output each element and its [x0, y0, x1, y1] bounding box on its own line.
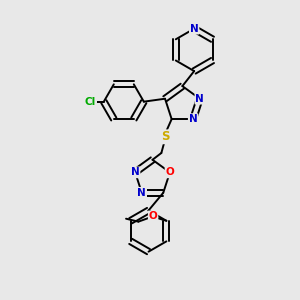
Text: N: N	[131, 167, 140, 177]
Text: O: O	[149, 211, 158, 221]
Text: Cl: Cl	[85, 97, 96, 107]
Text: S: S	[161, 130, 170, 143]
Text: N: N	[189, 114, 197, 124]
Text: O: O	[166, 167, 174, 177]
Text: N: N	[190, 24, 199, 34]
Text: N: N	[195, 94, 204, 104]
Text: N: N	[137, 188, 146, 198]
